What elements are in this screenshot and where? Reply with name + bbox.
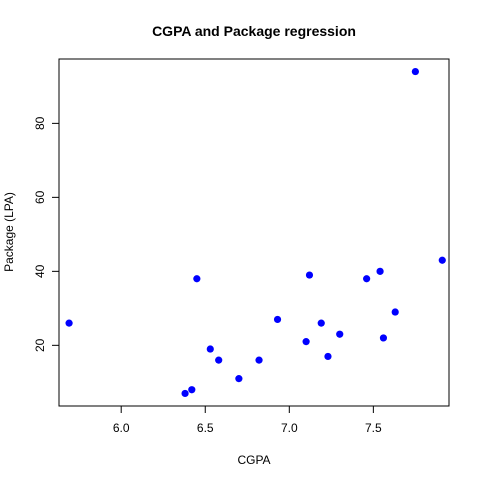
x-axis-label: CGPA: [237, 453, 270, 467]
y-tick-label: 20: [33, 338, 47, 352]
x-tick-label: 6.5: [197, 421, 214, 435]
data-point: [255, 356, 263, 364]
data-point: [324, 352, 332, 361]
data-point: [438, 256, 446, 264]
y-axis: 20 40 60 80: [33, 116, 60, 352]
y-axis-label: Package (LPA): [2, 192, 16, 272]
x-axis: 6.0 6.5 7.0 7.5: [113, 405, 382, 435]
plot-frame: [58, 58, 450, 407]
data-point: [305, 271, 314, 279]
chart-title: CGPA and Package regression: [152, 23, 356, 39]
data-point: [188, 386, 196, 394]
data-point: [391, 308, 399, 316]
x-tick-label: 7.5: [365, 421, 382, 435]
data-point: [65, 319, 73, 327]
data-point: [215, 356, 223, 364]
x-tick-label: 6.0: [113, 421, 130, 435]
data-point: [379, 334, 388, 342]
data-point: [302, 338, 310, 346]
data-point: [336, 330, 344, 338]
data-point: [363, 275, 371, 283]
data-point: [411, 67, 419, 76]
data-point: [181, 389, 189, 398]
y-tick-label: 60: [33, 190, 47, 204]
data-point: [376, 267, 384, 275]
data-points: [65, 67, 446, 398]
data-point: [235, 375, 243, 383]
data-point: [193, 275, 201, 283]
data-point: [206, 345, 214, 353]
data-point: [317, 319, 325, 327]
y-tick-label: 40: [33, 264, 47, 278]
data-point: [273, 315, 282, 324]
x-tick-label: 7.0: [281, 421, 298, 435]
y-tick-label: 80: [33, 116, 47, 130]
